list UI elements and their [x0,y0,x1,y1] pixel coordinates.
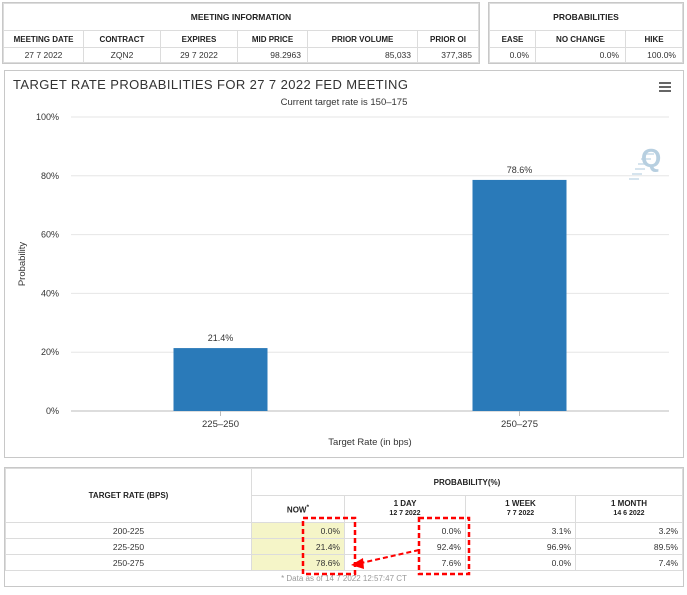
probabilities-title: PROBABILITIES [489,2,683,32]
probability-history-table: TARGET RATE (BPS) PROBABILITY(%) NOW* 1 … [5,468,683,571]
target-rate-chart-panel: TARGET RATE PROBABILITIES FOR 27 7 2022 … [4,70,684,458]
one-day-value-cell: 7.6% [344,554,466,571]
col-1week-header: 1 WEEK 7 7 2022 [465,495,576,523]
probability-header: PROBABILITY(%) [251,468,683,496]
col-now-label: NOW [286,505,307,515]
bar-chart: Q 0% 20% 40% 60% 80% 100% 21.4% 225–250 78.6% 250–… [17,112,669,448]
chart-subtitle: Current target rate is 150–175 [280,97,408,108]
one-month-value-cell: 7.4% [575,554,683,571]
col-1week-date: 7 7 2022 [506,510,535,517]
data-label: 78.6% [507,165,533,175]
one-day-value-cell: 0.0% [344,522,466,539]
meeting-date-value: 27 7 2022 [3,46,84,64]
rate-cell: 250-275 [5,554,252,571]
y-tick-label: 60% [41,230,59,240]
col-now-header: NOW* [251,495,345,523]
contract-value: ZQN2 [83,46,161,64]
table-row: 225-250 21.4% 92.4% 96.9% 89.5% [5,538,683,555]
meeting-information-table: MEETING INFORMATION MEETING DATE CONTRAC… [3,2,479,64]
now-value-cell: 21.4% [251,538,345,555]
meeting-information-title: MEETING INFORMATION [3,2,479,32]
y-axis-label: Probability [17,242,28,287]
data-timestamp-footnote: * Data as of 14 7 2022 12:57:47 CT [281,574,407,583]
col-1day-date: 12 7 2022 [389,510,421,517]
hamburger-menu-icon[interactable] [659,82,671,92]
hike-header: HIKE [625,30,683,48]
bar [472,179,567,411]
mid-price-value: 98.2963 [237,46,308,64]
now-value-cell: 0.0% [251,522,345,539]
chart-title: TARGET RATE PROBABILITIES FOR 27 7 2022 … [13,77,409,92]
now-value-cell: 78.6% [251,554,345,571]
col-1month-header: 1 MONTH 14 6 2022 [575,495,683,523]
prior-volume-header: PRIOR VOLUME [307,30,418,48]
prior-oi-header: PRIOR OI [417,30,479,48]
table-row: 200-225 0.0% 0.0% 3.1% 3.2% [5,522,683,539]
meeting-information-panel: MEETING INFORMATION MEETING DATE CONTRAC… [2,2,480,64]
y-tick-label: 40% [41,288,59,298]
svg-text:Q: Q [641,143,661,173]
prior-volume-value: 85,033 [307,46,418,64]
col-1month-date: 14 6 2022 [613,510,645,517]
y-tick-label: 0% [46,406,59,416]
rate-cell: 200-225 [5,522,252,539]
no-change-header: NO CHANGE [535,30,626,48]
probability-history-panel: TARGET RATE (BPS) PROBABILITY(%) NOW* 1 … [4,467,684,587]
col-1day-label: 1 DAY [393,499,417,508]
one-week-value-cell: 3.1% [465,522,576,539]
probabilities-panel: PROBABILITIES EASE NO CHANGE HIKE 0.0% 0… [488,2,684,64]
data-label: 21.4% [208,333,234,343]
table-row: 250-275 78.6% 7.6% 0.0% 7.4% [5,554,683,571]
one-month-value-cell: 89.5% [575,538,683,555]
mid-price-header: MID PRICE [237,30,308,48]
rate-cell: 225-250 [5,538,252,555]
y-tick-label: 20% [41,347,59,357]
y-tick-label: 100% [36,112,59,122]
col-1day-header: 1 DAY 12 7 2022 [344,495,466,523]
col-now-asterisk: * [306,503,310,511]
bar [173,348,268,411]
hike-value: 100.0% [625,46,683,64]
one-week-value-cell: 0.0% [465,554,576,571]
expires-value: 29 7 2022 [160,46,238,64]
watermark-logo: Q [629,143,661,180]
contract-header: CONTRACT [83,30,161,48]
x-axis-label: Target Rate (in bps) [328,437,411,448]
col-1week-label: 1 WEEK [505,499,536,508]
col-1month-label: 1 MONTH [611,499,647,508]
one-month-value-cell: 3.2% [575,522,683,539]
no-change-value: 0.0% [535,46,626,64]
one-day-value-cell: 92.4% [344,538,466,555]
meeting-date-header: MEETING DATE [3,30,84,48]
expires-header: EXPIRES [160,30,238,48]
probabilities-table: PROBABILITIES EASE NO CHANGE HIKE 0.0% 0… [489,2,683,64]
x-tick-label: 225–250 [202,419,239,430]
ease-value: 0.0% [489,46,536,64]
one-week-value-cell: 96.9% [465,538,576,555]
y-tick-label: 80% [41,171,59,181]
prior-oi-value: 377,385 [417,46,479,64]
target-rate-header: TARGET RATE (BPS) [5,468,252,523]
x-tick-label: 250–275 [501,419,538,430]
ease-header: EASE [489,30,536,48]
